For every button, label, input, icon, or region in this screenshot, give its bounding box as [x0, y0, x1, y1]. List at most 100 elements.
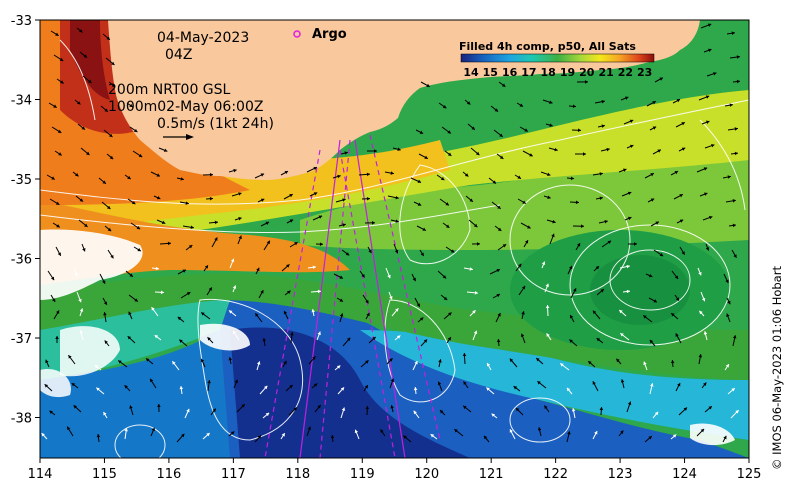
velocity-arrow-head [138, 153, 143, 158]
contour-lines [39, 39, 750, 466]
velocity-arrow-head [424, 155, 428, 159]
velocity-arrow-head [57, 129, 62, 133]
velocity-arrow-head [672, 434, 677, 438]
velocity-arrow-head [256, 361, 261, 365]
velocity-arrow-head [109, 133, 113, 138]
velocity-arrow-head [238, 192, 242, 196]
velocity-arrow-head [136, 225, 141, 230]
velocity-arrow-head [56, 310, 60, 314]
velocity-arrow-head [52, 298, 56, 302]
velocity-arrow-head [346, 337, 351, 342]
velocity-arrow-head [371, 221, 375, 225]
velocity-arrow-head [491, 413, 496, 417]
velocity-arrow-head [582, 152, 586, 156]
velocity-arrow-head [699, 310, 703, 315]
velocity-arrow-head [177, 316, 182, 321]
velocity-arrow-head [75, 173, 79, 177]
velocity-arrow-head [238, 235, 242, 240]
velocity-arrow-head [94, 364, 99, 369]
velocity-arrow-head [368, 249, 372, 254]
velocity-arrow-head [677, 382, 681, 387]
velocity-arrow-head [318, 215, 323, 219]
velocity-arrow-head [670, 360, 675, 364]
velocity-arrow-head [439, 410, 444, 414]
velocity-arrow-head [342, 223, 346, 227]
velocity-arrow-head [601, 124, 605, 128]
velocity-arrow-head [180, 177, 184, 181]
velocity-arrow-head [124, 385, 128, 389]
velocity-arrow-head [580, 224, 584, 229]
lon-tick-label: 120 [414, 467, 439, 482]
velocity-arrow-head [127, 336, 132, 340]
velocity-arrow-head [110, 254, 114, 259]
velocity-arrow-head [49, 410, 53, 414]
velocity-arrow-head [725, 364, 729, 368]
colorbar-tick-label: 23 [637, 66, 652, 79]
velocity-arrow-head [209, 196, 213, 201]
velocity-arrow-head [547, 172, 551, 177]
velocity-arrow-head [107, 227, 112, 232]
velocity-arrow-head [287, 290, 291, 294]
velocity-arrow-head [643, 315, 647, 319]
velocity-arrow-head [705, 95, 710, 99]
velocity-arrow-head [492, 180, 497, 184]
velocity-arrow-head [654, 411, 659, 416]
velocity-arrow-head [111, 83, 116, 88]
velocity-arrow-head [373, 149, 377, 153]
velocity-arrow-head [648, 273, 653, 278]
velocity-arrow-head [133, 128, 138, 133]
velocity-arrow-head [463, 405, 467, 410]
velocity-arrow-head [395, 195, 399, 200]
velocity-arrow-head [208, 287, 212, 291]
velocity-arrow-head [727, 175, 731, 179]
velocity-arrow-head [167, 241, 171, 246]
velocity-arrow-head [390, 171, 394, 175]
velocity-arrow-head [735, 410, 739, 414]
velocity-arrow-head [67, 426, 71, 431]
colorbar-tick-label: 19 [560, 66, 575, 79]
velocity-arrow-head [448, 312, 452, 316]
velocity-arrow-head [464, 173, 469, 177]
velocity-arrow-head [552, 219, 556, 224]
velocity-arrow-head [45, 359, 49, 364]
velocity-arrow-head [502, 244, 507, 248]
velocity-arrow-head [78, 298, 82, 303]
velocity-arrow-head [650, 383, 654, 387]
velocity-arrow-head [604, 219, 608, 224]
velocity-arrow-head [426, 83, 430, 87]
velocity-arrow-head [649, 339, 654, 344]
velocity-arrow-head [337, 174, 341, 179]
velocity-arrow-head [82, 247, 86, 252]
velocity-arrow-head [293, 407, 297, 411]
velocity-arrow-head [55, 32, 59, 36]
velocity-arrow-head [442, 275, 447, 279]
velocity-arrow-head [289, 194, 293, 198]
velocity-arrow-head [652, 126, 657, 130]
velocity-arrow-head [648, 436, 652, 440]
velocity-arrow-head [496, 268, 500, 273]
velocity-arrow-head [522, 200, 526, 204]
velocity-arrow-head [473, 330, 478, 335]
velocity-arrow-head [706, 120, 710, 124]
velocity-arrow-head [317, 405, 321, 409]
velocity-arrow-head [206, 432, 210, 437]
velocity-arrow-head [241, 404, 245, 408]
velocity-arrow-head [160, 290, 164, 295]
velocity-arrow-head [419, 130, 424, 134]
velocity-arrow-head [736, 79, 740, 84]
velocity-arrow-head [573, 288, 577, 292]
velocity-arrow-head [454, 429, 458, 433]
velocity-arrow-head [703, 382, 707, 386]
lon-tick-label: 121 [479, 467, 504, 482]
velocity-arrow-head [181, 433, 185, 438]
velocity-arrow-head [339, 298, 344, 302]
velocity-arrow-head [361, 274, 365, 278]
colorbar-tick-label: 20 [579, 66, 595, 79]
velocity-arrow-head [366, 196, 370, 201]
velocity-arrow-head [487, 362, 491, 367]
velocity-arrow-head [233, 330, 237, 335]
velocity-arrow-head [463, 381, 467, 385]
velocity-arrow-head [286, 264, 290, 268]
velocity-arrow-head [601, 99, 605, 104]
velocity-arrow-head [131, 200, 136, 205]
